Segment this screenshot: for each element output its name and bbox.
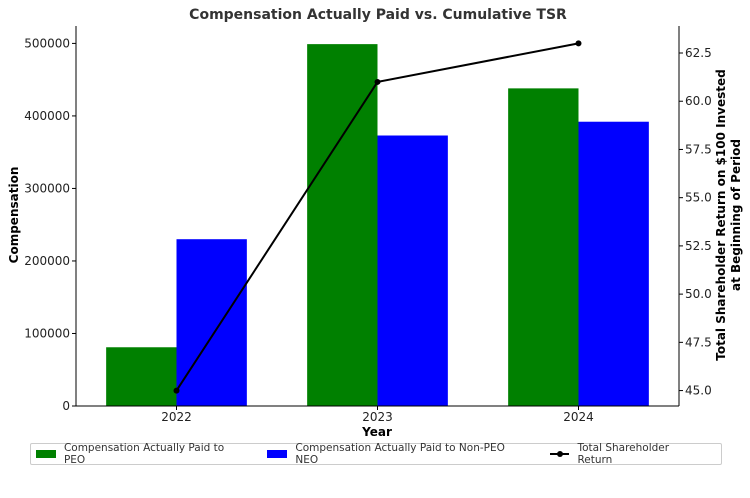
legend-swatch-tsr — [549, 450, 570, 458]
y2-axis-label-line1: Total Shareholder Return on $100 Investe… — [714, 69, 728, 360]
y-tick-label: 100000 — [24, 326, 70, 340]
axes-layer: 0 100000 200000 300000 400000 500000 45.0 47.5 5… — [24, 26, 712, 424]
legend-item-neo: Compensation Actually Paid to Non-PEO NE… — [267, 442, 530, 466]
bar-peo-2022 — [106, 347, 177, 406]
bars-layer — [106, 44, 649, 407]
y2-tick-label: 45.0 — [685, 384, 712, 398]
legend-label-peo: Compensation Actually Paid to PEO — [63, 442, 225, 466]
legend: Compensation Actually Paid to PEO Compen… — [30, 442, 722, 466]
bar-peo-2023 — [307, 44, 378, 407]
legend-item-tsr: Total Shareholder Return — [549, 442, 707, 466]
y2-tick-label: 57.5 — [685, 142, 712, 156]
tsr-line-layer — [173, 40, 582, 394]
y2-axis-label-line2: at Beginning of Period — [729, 139, 743, 291]
y2-tick-label: 60.0 — [685, 94, 712, 108]
tsr-point-2023 — [374, 78, 381, 85]
y-axis-label: Compensation — [7, 167, 21, 264]
x-axis-label: Year — [361, 425, 392, 439]
legend-swatch-neo — [267, 450, 288, 458]
bar-neo-2022 — [176, 239, 247, 406]
y-tick-label: 200000 — [24, 254, 70, 268]
x-tick-label: 2024 — [563, 410, 594, 424]
tsr-point-2024 — [575, 40, 582, 47]
y-tick-label: 300000 — [24, 181, 70, 195]
y2-tick-label: 52.5 — [685, 239, 712, 253]
y2-tick-label: 47.5 — [685, 335, 712, 349]
y2-tick-label: 62.5 — [685, 46, 712, 60]
y-tick-label: 500000 — [24, 36, 70, 50]
legend-label-neo: Compensation Actually Paid to Non-PEO NE… — [295, 442, 505, 466]
chart-title: Compensation Actually Paid vs. Cumulativ… — [189, 7, 567, 23]
tsr-point-2022 — [173, 387, 180, 394]
y-tick-label: 0 — [62, 399, 70, 413]
y2-tick-label: 55.0 — [685, 191, 712, 205]
legend-swatch-peo — [36, 450, 56, 458]
bar-neo-2024 — [578, 121, 649, 406]
x-tick-label: 2022 — [161, 410, 192, 424]
bar-neo-2023 — [377, 135, 448, 406]
bar-peo-2024 — [508, 88, 579, 407]
legend-item-peo: Compensation Actually Paid to PEO — [36, 442, 248, 466]
y-tick-label: 400000 — [24, 109, 70, 123]
x-tick-label: 2023 — [362, 410, 393, 424]
y2-tick-label: 50.0 — [685, 287, 712, 301]
legend-label-tsr: Total Shareholder Return — [577, 442, 670, 466]
